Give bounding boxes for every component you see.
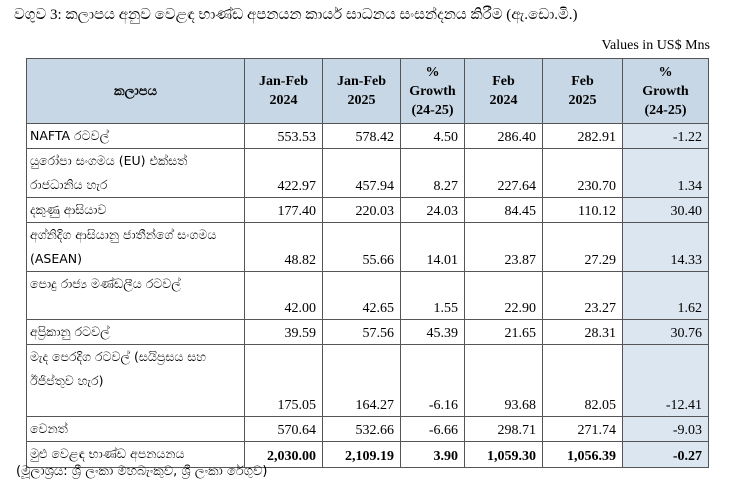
feb-2025-cell: 27.29	[542, 222, 623, 272]
janfeb-2024-cell: 177.40	[244, 197, 323, 223]
growth-feb-cell: 30.76	[622, 319, 709, 345]
region-cell: NAFTA රටවල්	[26, 123, 245, 149]
feb-2024-cell: 84.45	[464, 197, 543, 223]
region-cell: වෙනත්	[26, 416, 245, 442]
growth-feb-cell: -1.22	[622, 123, 709, 149]
growth-janfeb-cell: -6.66	[400, 416, 465, 442]
janfeb-2024-cell: 422.97	[244, 148, 323, 198]
table-caption: වගුව 3: කලාපය අනුව වෙළඳ භාණ්ඩ අපනයන කාර්…	[14, 7, 578, 23]
janfeb-2024-cell: 39.59	[244, 319, 323, 345]
header-growth-janfeb: % Growth (24-25)	[400, 58, 465, 124]
growth-janfeb-cell: 3.90	[400, 441, 465, 468]
growth-janfeb-cell: 4.50	[400, 123, 465, 149]
feb-2025-cell: 1,056.39	[542, 441, 623, 468]
janfeb-2024-cell: 2,030.00	[244, 441, 323, 468]
growth-feb-cell: -9.03	[622, 416, 709, 442]
janfeb-2025-cell: 164.27	[322, 344, 401, 417]
growth-janfeb-cell: 24.03	[400, 197, 465, 223]
exports-by-region-table: කලාපය Jan-Feb 2024 Jan-Feb 2025 % Growth (24…	[26, 58, 709, 468]
units-note: Values in US$ Mns	[601, 38, 710, 53]
feb-2025-cell: 82.05	[542, 344, 623, 417]
feb-2024-cell: 21.65	[464, 319, 543, 345]
region-cell: මැද පෙරදිග රටවල් (සයිප්‍රසය සහ ඊජිප්තුව …	[26, 344, 245, 417]
header-row: කලාපය Jan-Feb 2024 Jan-Feb 2025 % Growth (24…	[26, 58, 709, 124]
feb-2024-cell: 227.64	[464, 148, 543, 198]
growth-feb-cell: 30.40	[622, 197, 709, 223]
header-feb-2024: Feb 2024	[464, 58, 543, 124]
region-cell: පොදු රාජ්‍ය මණ්ඩලීය රටවල්	[26, 271, 245, 320]
growth-janfeb-cell: 14.01	[400, 222, 465, 272]
janfeb-2025-cell: 457.94	[322, 148, 401, 198]
table-row: අග්නිදිග ආසියානු ජාතීන්ගේ සංගමය (ASEAN) …	[26, 222, 709, 272]
janfeb-2025-cell: 42.65	[322, 271, 401, 320]
janfeb-2025-cell: 57.56	[322, 319, 401, 345]
feb-2025-cell: 271.74	[542, 416, 623, 442]
table-row: මැද පෙරදිග රටවල් (සයිප්‍රසය සහ ඊජිප්තුව …	[26, 344, 709, 417]
janfeb-2025-cell: 220.03	[322, 197, 401, 223]
janfeb-2025-cell: 578.42	[322, 123, 401, 149]
janfeb-2025-cell: 55.66	[322, 222, 401, 272]
growth-janfeb-cell: 1.55	[400, 271, 465, 320]
header-feb-2025: Feb 2025	[542, 58, 623, 124]
janfeb-2024-cell: 570.64	[244, 416, 323, 442]
feb-2024-cell: 286.40	[464, 123, 543, 149]
region-cell: දකුණු ආසියාව	[26, 197, 245, 223]
feb-2024-cell: 22.90	[464, 271, 543, 320]
janfeb-2024-cell: 175.05	[244, 344, 323, 417]
total-row: මුළු වෙළඳ භාණ්ඩ අපනයනය 2,030.00 2,109.19…	[26, 441, 709, 468]
feb-2025-cell: 110.12	[542, 197, 623, 223]
janfeb-2025-cell: 532.66	[322, 416, 401, 442]
growth-feb-cell: -12.41	[622, 344, 709, 417]
feb-2024-cell: 1,059.30	[464, 441, 543, 468]
growth-janfeb-cell: -6.16	[400, 344, 465, 417]
table-row: දකුණු ආසියාව 177.40 220.03 24.03 84.45 1…	[26, 197, 709, 223]
feb-2024-cell: 23.87	[464, 222, 543, 272]
region-cell: අග්නිදිග ආසියානු ජාතීන්ගේ සංගමය (ASEAN)	[26, 222, 245, 272]
janfeb-2024-cell: 42.00	[244, 271, 323, 320]
header-growth-feb: % Growth (24-25)	[622, 58, 709, 124]
feb-2024-cell: 93.68	[464, 344, 543, 417]
feb-2025-cell: 282.91	[542, 123, 623, 149]
table-row: අප්‍රිකානු රටවල් 39.59 57.56 45.39 21.65…	[26, 319, 709, 345]
janfeb-2024-cell: 48.82	[244, 222, 323, 272]
growth-feb-cell: 1.62	[622, 271, 709, 320]
table-row: වෙනත් 570.64 532.66 -6.66 298.71 271.74 …	[26, 416, 709, 442]
growth-feb-cell: -0.27	[622, 441, 709, 468]
janfeb-2025-cell: 2,109.19	[322, 441, 401, 468]
janfeb-2024-cell: 553.53	[244, 123, 323, 149]
region-cell: අප්‍රිකානු රටවල්	[26, 319, 245, 345]
header-janfeb-2024: Jan-Feb 2024	[244, 58, 323, 124]
growth-feb-cell: 14.33	[622, 222, 709, 272]
growth-feb-cell: 1.34	[622, 148, 709, 198]
header-region: කලාපය	[26, 58, 245, 124]
table-row: NAFTA රටවල් 553.53 578.42 4.50 286.40 28…	[26, 123, 709, 149]
feb-2025-cell: 23.27	[542, 271, 623, 320]
region-cell: යුරෝපා සංගමය (EU) එක්සත් රාජධානිය හැර	[26, 148, 245, 198]
feb-2025-cell: 28.31	[542, 319, 623, 345]
table-row: යුරෝපා සංගමය (EU) එක්සත් රාජධානිය හැර 42…	[26, 148, 709, 198]
region-cell: මුළු වෙළඳ භාණ්ඩ අපනයනය	[26, 441, 245, 468]
source-note: (මූලාශ්‍රය: ශ්‍රී ලංකා මහබැංකුව, ශ්‍රී ල…	[16, 464, 268, 479]
feb-2025-cell: 230.70	[542, 148, 623, 198]
growth-janfeb-cell: 45.39	[400, 319, 465, 345]
table-row: පොදු රාජ්‍ය මණ්ඩලීය රටවල් 42.00 42.65 1.…	[26, 271, 709, 320]
growth-janfeb-cell: 8.27	[400, 148, 465, 198]
feb-2024-cell: 298.71	[464, 416, 543, 442]
header-janfeb-2025: Jan-Feb 2025	[322, 58, 401, 124]
